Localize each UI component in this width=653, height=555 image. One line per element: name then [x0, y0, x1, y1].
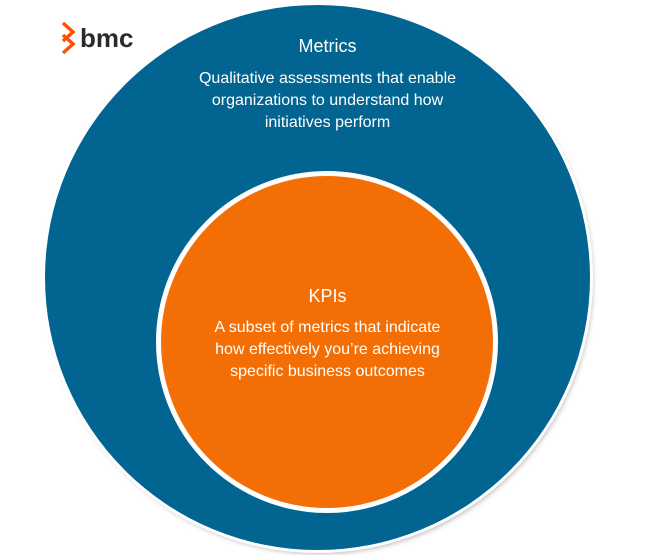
kpis-title: KPIs	[308, 286, 347, 306]
bmc-logo: bmc	[60, 18, 133, 58]
kpis-inner-circle	[156, 171, 498, 513]
logo-wordmark: bmc	[80, 22, 134, 53]
bmc-chevron-logo-icon	[60, 21, 76, 55]
metrics-title: Metrics	[298, 36, 357, 56]
metrics-description: Qualitative assessments that enable orga…	[198, 70, 457, 131]
kpis-description: A subset of metrics that indicate how ef…	[214, 319, 441, 380]
